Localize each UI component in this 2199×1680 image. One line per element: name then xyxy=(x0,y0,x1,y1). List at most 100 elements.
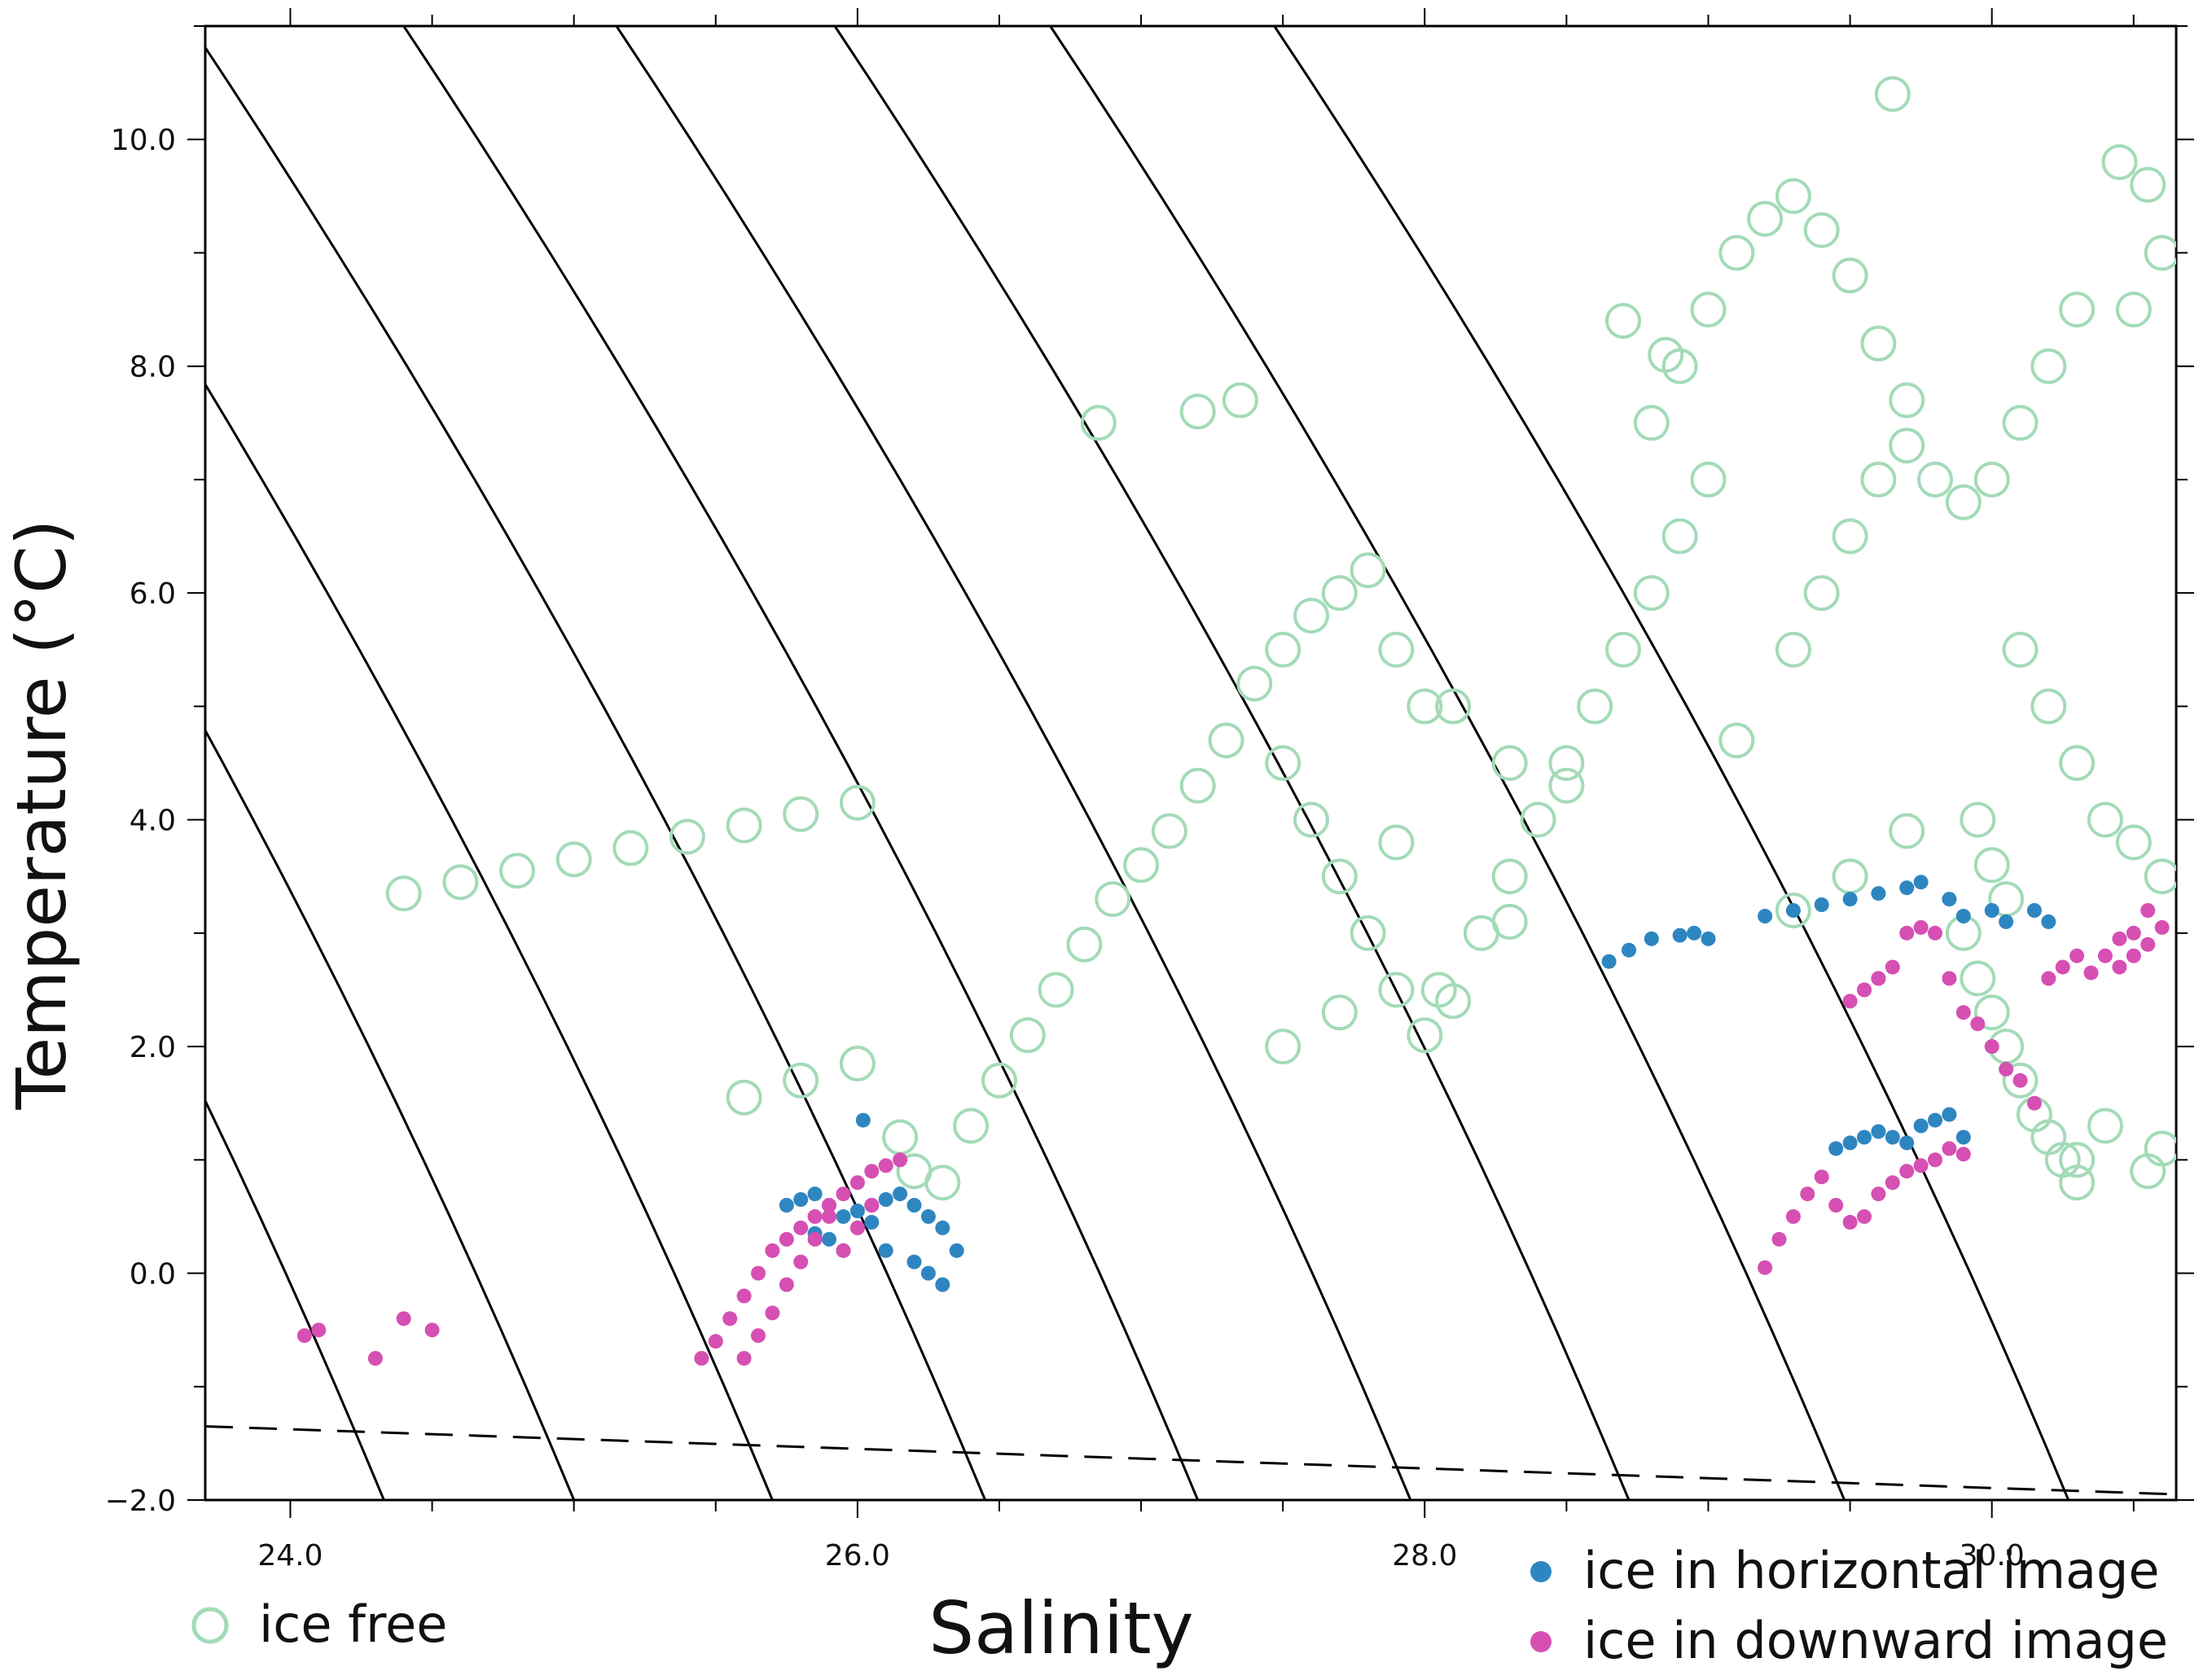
downward-ice-point xyxy=(2112,931,2127,946)
ice-free-point xyxy=(1775,631,1811,668)
horizontal-ice-point xyxy=(1842,892,1858,907)
downward-ice-point xyxy=(2097,948,2113,963)
ice-free-point xyxy=(385,875,422,912)
ice-free-point xyxy=(1407,1017,1443,1054)
x-tick-label: 26.0 xyxy=(825,1539,890,1573)
ice-free-point xyxy=(1378,824,1415,861)
ice-free-point xyxy=(1577,688,1613,725)
ice-free-point xyxy=(882,1119,919,1156)
ice-free-point xyxy=(1889,382,1925,419)
isopycnal-lines xyxy=(205,26,2070,1500)
horizontal-ice-point xyxy=(807,1187,823,1202)
horizontal-ice-point xyxy=(855,1112,871,1128)
ice-free-point xyxy=(2115,824,2152,861)
ice-free-point xyxy=(2087,1108,2123,1144)
horizontal-ice-point xyxy=(949,1243,964,1258)
downward-ice-point xyxy=(1984,1039,1999,1055)
ice-free-point xyxy=(783,796,819,832)
horizontal-ice-point xyxy=(1672,928,1688,943)
downward-ice-point xyxy=(1814,1169,1829,1185)
downward-ice-point xyxy=(2126,948,2141,963)
downward-ice-point xyxy=(1913,1158,1929,1173)
horizontal-ice-point xyxy=(920,1265,936,1281)
x-tick-label: 28.0 xyxy=(1392,1539,1457,1573)
horizontal-ice-point xyxy=(1913,875,1929,890)
ice-free-point xyxy=(726,1079,762,1116)
horizontal-ice-point xyxy=(906,1198,922,1213)
horizontal-ice-point xyxy=(906,1254,922,1270)
freezing-point-line xyxy=(205,1425,2176,1496)
downward-ice-point xyxy=(807,1208,823,1224)
ice-free-point xyxy=(1350,552,1386,589)
downward-ice-point xyxy=(1928,1152,1942,1168)
ice-free-point xyxy=(2059,1165,2096,1201)
ice-free-point xyxy=(1009,1017,1046,1054)
downward-ice-point xyxy=(793,1254,809,1270)
y-tick-label: 8.0 xyxy=(129,351,176,384)
downward-ice-point xyxy=(1955,1005,1971,1020)
ice-free-point xyxy=(981,1062,1017,1099)
downward-ice-point xyxy=(1771,1231,1787,1247)
ice-free-point xyxy=(1874,76,1911,112)
downward-ice-point xyxy=(864,1164,880,1179)
horizontal-ice-point xyxy=(1942,892,1957,907)
y-tick-label: 10.0 xyxy=(111,124,176,157)
downward-ice-point xyxy=(1913,919,1929,935)
freezing-line xyxy=(205,1425,2176,1496)
series-1 xyxy=(779,875,2056,1292)
ice-free-point xyxy=(1605,631,1641,668)
ice-free-point xyxy=(2130,166,2166,203)
ice-free-point xyxy=(1420,972,1457,1008)
legend-marker-downward xyxy=(1530,1631,1552,1652)
y-tick-label: 0.0 xyxy=(129,1258,176,1292)
downward-ice-point xyxy=(1842,994,1858,1009)
ice-free-point xyxy=(1321,858,1358,895)
horizontal-ice-point xyxy=(1785,903,1801,918)
ice-free-point xyxy=(1265,631,1301,668)
downward-ice-point xyxy=(1970,1016,1986,1032)
legend: ice free ice in horizontal image ice in … xyxy=(191,1541,2168,1670)
ice-free-point xyxy=(1889,428,1925,464)
ice-free-point xyxy=(1690,292,1727,328)
ice-free-point xyxy=(2130,1153,2166,1190)
downward-ice-point xyxy=(864,1198,880,1213)
x-tick-label: 24.0 xyxy=(257,1539,323,1573)
ice-free-point xyxy=(1350,915,1386,951)
isopycnal-line xyxy=(205,1098,385,1500)
downward-ice-point xyxy=(1942,1141,1957,1156)
horizontal-ice-point xyxy=(836,1208,851,1224)
ice-free-point xyxy=(1548,745,1585,781)
ice-free-point xyxy=(726,807,762,844)
isopycnal-line xyxy=(205,727,576,1500)
ice-free-point xyxy=(1775,178,1811,214)
downward-ice-point xyxy=(1885,1175,1900,1191)
ice-free-point xyxy=(1435,688,1472,725)
ice-free-point xyxy=(1803,212,1840,248)
ice-free-point xyxy=(2144,858,2176,895)
ice-free-point xyxy=(2059,745,2096,781)
downward-ice-point xyxy=(1885,959,1900,975)
downward-ice-point xyxy=(1857,982,1872,998)
horizontal-ice-point xyxy=(1885,1130,1900,1145)
ice-free-point xyxy=(1661,348,1698,384)
ice-free-point xyxy=(612,830,649,866)
downward-ice-point xyxy=(2041,971,2056,986)
downward-ice-point xyxy=(2012,1072,2028,1088)
downward-ice-point xyxy=(793,1220,809,1235)
downward-ice-point xyxy=(1785,1208,1801,1224)
horizontal-ice-point xyxy=(878,1192,893,1207)
ice-free-point xyxy=(1973,461,2010,498)
isopycnal-line xyxy=(833,26,1631,1500)
ice-free-point xyxy=(1293,801,1329,838)
ice-free-point xyxy=(1973,994,2010,1031)
ice-free-point xyxy=(1633,405,1670,441)
downward-ice-point xyxy=(311,1323,327,1338)
ice-free-point xyxy=(1321,994,1358,1031)
downward-ice-point xyxy=(1828,1198,1844,1213)
ice-free-point xyxy=(1803,575,1840,612)
ice-free-point xyxy=(2002,631,2039,668)
horizontal-ice-point xyxy=(1955,1130,1971,1145)
horizontal-ice-point xyxy=(2026,903,2042,918)
ice-free-point xyxy=(1151,813,1187,849)
horizontal-ice-point xyxy=(1687,925,1702,941)
